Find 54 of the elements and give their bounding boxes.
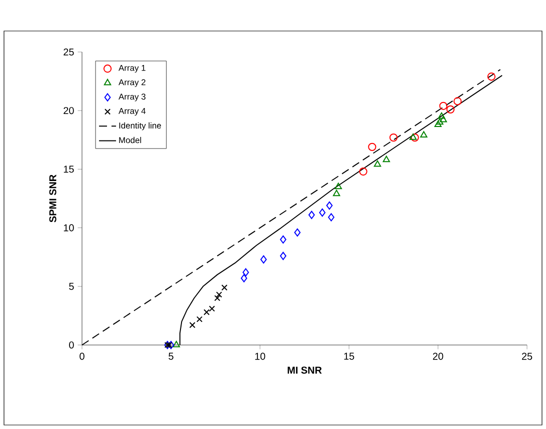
point	[308, 210, 315, 219]
point	[440, 116, 447, 122]
point	[438, 112, 446, 119]
y-tick-label: 25	[64, 48, 74, 56]
point	[216, 292, 222, 298]
y-tick-label: 15	[64, 166, 74, 173]
point	[280, 235, 286, 244]
point	[294, 228, 301, 237]
point	[334, 182, 342, 190]
point	[487, 72, 496, 81]
y-tick-label: 20	[64, 107, 74, 114]
y-tick-label: 10	[64, 224, 74, 232]
point	[260, 255, 267, 264]
point	[434, 120, 442, 127]
point	[189, 322, 196, 328]
point	[204, 309, 210, 316]
point	[172, 340, 180, 348]
point	[359, 167, 368, 176]
point	[280, 252, 286, 260]
point	[242, 268, 249, 276]
legend-label: Model	[119, 136, 142, 144]
legend-label: Array 1	[118, 64, 146, 73]
x-tick-label: 5	[168, 352, 174, 360]
point	[240, 274, 248, 282]
point	[420, 131, 428, 138]
point	[446, 105, 455, 114]
x-tick-label: 25	[522, 352, 532, 360]
legend-label: Array 4	[118, 108, 146, 116]
legend-label: Array 2	[118, 79, 146, 87]
x-tick-label: 10	[255, 352, 266, 360]
x-axis-title: MI SNR	[288, 366, 322, 374]
y-tick-label: 5	[69, 282, 74, 290]
point	[208, 306, 215, 312]
x-tick-label: 0	[80, 352, 84, 360]
point	[439, 102, 448, 110]
point	[196, 316, 203, 322]
point	[374, 160, 382, 167]
legend-label: Array 3	[118, 94, 146, 102]
point	[436, 118, 444, 125]
point	[454, 97, 462, 106]
legend-label: Identity line	[119, 122, 161, 130]
point	[221, 284, 228, 291]
point	[328, 213, 334, 222]
point	[319, 208, 326, 217]
point	[326, 201, 333, 210]
x-tick-label: 15	[344, 352, 354, 360]
point	[214, 295, 220, 302]
point	[389, 133, 398, 142]
point	[368, 142, 376, 152]
point	[382, 156, 390, 162]
point	[332, 190, 340, 196]
y-axis-title: SPMI SNR	[49, 174, 56, 222]
x-tick-label: 20	[432, 352, 444, 360]
y-tick-label: 0	[69, 341, 74, 349]
